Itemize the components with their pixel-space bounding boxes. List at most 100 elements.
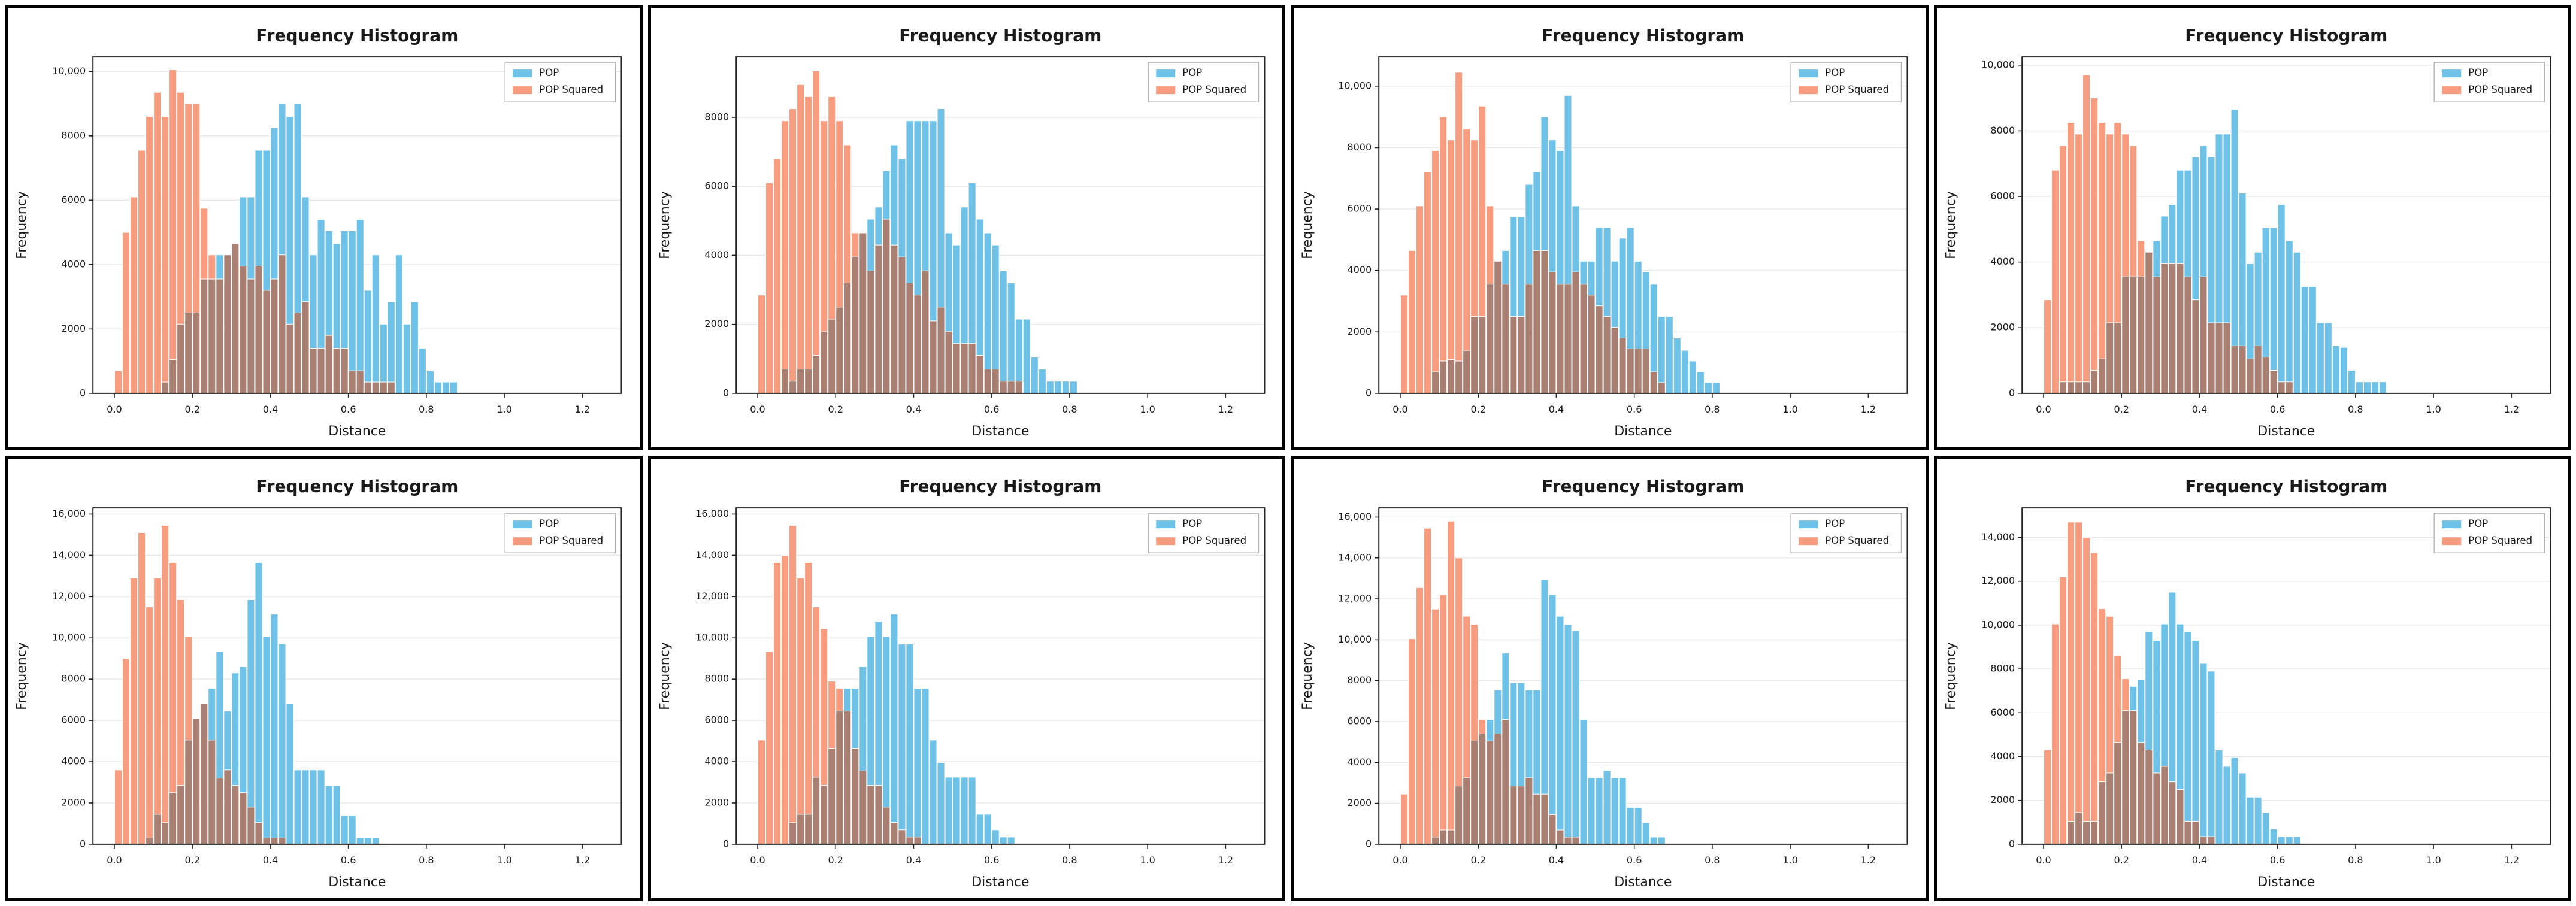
- svg-text:1.0: 1.0: [2426, 404, 2441, 415]
- histogram-svg-3: 0 2000 4000 6000 8000 10,000 0.0 0.2 0.4 0.6 0.8 1.…: [1300, 26, 1908, 439]
- svg-text:6000: 6000: [704, 714, 729, 726]
- svg-text:8000: 8000: [61, 129, 86, 141]
- svg-text:1.0: 1.0: [1782, 855, 1797, 866]
- x-axis: 0.0 0.2 0.4 0.6 0.8 1.0 1.2: [1393, 393, 1876, 415]
- svg-text:0.4: 0.4: [263, 404, 278, 415]
- y-axis-label: Frequency: [658, 642, 673, 710]
- chart-title: Frequency Histogram: [1542, 26, 1744, 46]
- y-axis: 0 2000 4000 6000 8000 10,000 12,000 14,000 16,00…: [1338, 511, 1379, 849]
- histogram-bars: [757, 70, 1077, 394]
- svg-text:0.8: 0.8: [419, 404, 434, 415]
- svg-text:2000: 2000: [1347, 326, 1372, 337]
- svg-text:0.8: 0.8: [1705, 404, 1720, 415]
- axes-spines: [2021, 56, 2551, 394]
- svg-text:1.0: 1.0: [497, 855, 511, 866]
- svg-text:1.2: 1.2: [2504, 404, 2519, 415]
- svg-text:6000: 6000: [704, 180, 729, 192]
- legend: POP POP Squared: [504, 513, 616, 553]
- pop-squared-legend-swatch-icon: [1799, 537, 1818, 546]
- svg-text:16,000: 16,000: [1338, 511, 1372, 522]
- svg-text:12,000: 12,000: [1981, 575, 2015, 586]
- svg-text:6000: 6000: [1347, 715, 1372, 726]
- svg-text:16,000: 16,000: [52, 508, 86, 519]
- x-axis: 0.0 0.2 0.4 0.6 0.8 1.0 1.2: [750, 844, 1233, 866]
- pop-legend-swatch-icon: [1155, 520, 1175, 529]
- svg-text:0.6: 0.6: [1627, 404, 1642, 415]
- chart-panel-3: 0 2000 4000 6000 8000 10,000 0.0 0.2 0.4 0.6 0.8 1.…: [1291, 5, 1929, 450]
- svg-text:0.6: 0.6: [341, 404, 356, 415]
- svg-text:1.2: 1.2: [1218, 855, 1233, 866]
- svg-text:10,000: 10,000: [1981, 59, 2015, 70]
- svg-text:0: 0: [2008, 387, 2014, 398]
- y-axis-label: Frequency: [1944, 642, 1959, 710]
- chart-panel-5: 0 2000 4000 6000 8000 10,000 12,000 14,000 16,00…: [5, 456, 643, 901]
- svg-text:2000: 2000: [1990, 794, 2015, 805]
- svg-text:8000: 8000: [1990, 663, 2015, 674]
- svg-text:0.4: 0.4: [2191, 855, 2206, 866]
- svg-text:0: 0: [722, 387, 728, 398]
- legend-label: POP: [539, 67, 559, 78]
- svg-text:2000: 2000: [704, 318, 729, 329]
- svg-text:0.6: 0.6: [2269, 404, 2284, 415]
- legend-box: [504, 513, 616, 553]
- legend-box: [2433, 513, 2545, 553]
- svg-text:0.4: 0.4: [1549, 404, 1564, 415]
- histogram-svg-2: 0 2000 4000 6000 8000 0.0 0.2 0.4 0.6 0.8 1.0 1.2 Di…: [658, 26, 1265, 439]
- legend: POP POP Squared: [2433, 62, 2545, 102]
- legend-label: POP Squared: [1182, 84, 1246, 95]
- chart-panel-8: 0 2000 4000 6000 8000 10,000 12,000 14,000 0.0 0.…: [1933, 456, 2571, 901]
- svg-text:0.8: 0.8: [1062, 855, 1077, 866]
- svg-text:0.0: 0.0: [1393, 855, 1407, 866]
- histogram-bars: [2043, 522, 2301, 845]
- legend-label: POP Squared: [2468, 535, 2532, 546]
- svg-text:1.2: 1.2: [1861, 404, 1876, 415]
- chart-grid: 0 2000 4000 6000 8000 10,000 0.0 0.2 0.4 0.6 0.8 1.…: [5, 5, 2571, 901]
- x-axis: 0.0 0.2 0.4 0.6 0.8 1.0 1.2: [107, 844, 590, 866]
- legend: POP POP Squared: [504, 62, 616, 102]
- svg-text:0.0: 0.0: [107, 855, 122, 866]
- svg-text:0: 0: [80, 387, 86, 398]
- histogram-bars: [1400, 520, 1666, 845]
- svg-text:8000: 8000: [61, 673, 86, 684]
- svg-text:4000: 4000: [1347, 264, 1372, 275]
- svg-text:0.0: 0.0: [750, 404, 765, 415]
- legend-box: [504, 62, 616, 102]
- svg-text:0.0: 0.0: [1393, 404, 1407, 415]
- svg-text:6000: 6000: [1990, 707, 2015, 718]
- pop-squared-legend-swatch-icon: [1155, 537, 1175, 546]
- histogram-svg-7: 0 2000 4000 6000 8000 10,000 12,000 14,000 16,00…: [1300, 477, 1908, 890]
- svg-text:6000: 6000: [61, 714, 86, 726]
- y-axis: 0 2000 4000 6000 8000 10,000: [1981, 59, 2022, 398]
- legend: POP POP Squared: [1147, 513, 1259, 553]
- svg-text:0.0: 0.0: [750, 855, 765, 866]
- svg-text:2000: 2000: [61, 323, 86, 334]
- svg-text:0.8: 0.8: [419, 855, 434, 866]
- y-axis: 0 2000 4000 6000 8000 10,000: [1338, 80, 1379, 398]
- legend-label: POP: [2468, 67, 2488, 78]
- x-axis: 0.0 0.2 0.4 0.6 0.8 1.0 1.2: [2036, 844, 2519, 866]
- svg-text:0.6: 0.6: [341, 855, 356, 866]
- legend: POP POP Squared: [2433, 513, 2545, 553]
- chart-title: Frequency Histogram: [899, 477, 1101, 496]
- y-axis: 0 2000 4000 6000 8000 10,000 12,000 14,000: [1981, 531, 2022, 849]
- axes-spines: [2021, 507, 2551, 845]
- chart-panel-6: 0 2000 4000 6000 8000 10,000 12,000 14,000 16,00…: [647, 456, 1285, 901]
- svg-text:1.0: 1.0: [2426, 855, 2441, 866]
- svg-text:10,000: 10,000: [52, 65, 86, 77]
- histogram-svg-6: 0 2000 4000 6000 8000 10,000 12,000 14,000 16,00…: [658, 477, 1265, 890]
- svg-text:0.8: 0.8: [2348, 855, 2363, 866]
- axes-spines: [1378, 507, 1908, 845]
- y-axis-label: Frequency: [658, 191, 673, 259]
- axes-spines: [92, 507, 622, 845]
- svg-text:1.0: 1.0: [497, 404, 511, 415]
- axes-spines: [92, 56, 622, 394]
- x-axis: 0.0 0.2 0.4 0.6 0.8 1.0 1.2: [750, 393, 1233, 415]
- axes-spines: [735, 507, 1265, 845]
- svg-text:1.2: 1.2: [1218, 404, 1233, 415]
- svg-text:0.6: 0.6: [983, 404, 998, 415]
- svg-text:0.2: 0.2: [1470, 855, 1485, 866]
- svg-text:1.0: 1.0: [1140, 855, 1155, 866]
- pop-squared-legend-swatch-icon: [2441, 86, 2461, 95]
- svg-text:2000: 2000: [704, 796, 729, 808]
- legend: POP POP Squared: [1147, 62, 1259, 102]
